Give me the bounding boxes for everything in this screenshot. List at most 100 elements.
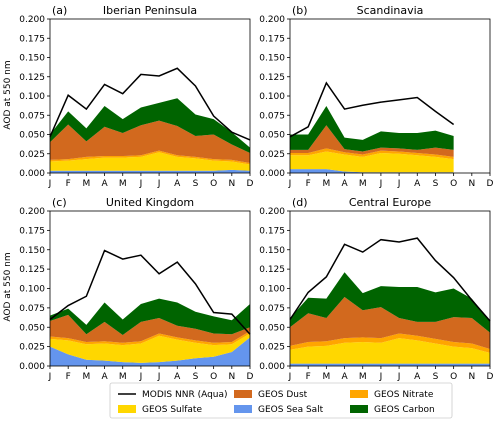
x-tick-label: D (247, 372, 254, 382)
legend-item-geos-dust: GEOS Dust (234, 390, 308, 400)
area-geos-nitrate (290, 333, 490, 353)
panel-letter: (c) (52, 196, 67, 209)
x-tick-label: O (210, 372, 217, 382)
area-geos-carbon (290, 272, 490, 333)
x-tick-label: O (210, 179, 217, 189)
x-tick-label: J (397, 372, 401, 382)
y-tick-label: 0.050 (259, 131, 285, 141)
x-tick-label: J (397, 179, 401, 189)
legend-swatch (118, 405, 136, 413)
x-tick-label: D (487, 372, 494, 382)
panel-title: Scandinavia (357, 4, 424, 17)
modis-line (49, 67, 251, 141)
panel-3: 0.000 0.025 0.050 0.075 0.100 0.125 0.150 0.175… (19, 196, 253, 382)
x-tick-label: N (228, 372, 235, 382)
x-tick-label: A (174, 179, 181, 189)
area-geos-nitrate (290, 148, 454, 160)
legend-item-geos-carbon: GEOS Carbon (350, 405, 435, 415)
x-tick-label: J (379, 372, 383, 382)
legend-label: MODIS NNR (Aqua) (142, 390, 228, 400)
x-tick-label: M (359, 179, 367, 189)
y-tick-label: 0.150 (259, 246, 285, 256)
x-tick-label: J (288, 179, 292, 189)
y-tick-label: 0.100 (259, 285, 285, 295)
legend-item-modis-nnr-aqua: MODIS NNR (Aqua) (118, 390, 228, 400)
y-tick-label: 0.025 (259, 343, 285, 353)
x-tick-label: F (66, 179, 71, 189)
y-tick-label: 0.050 (259, 323, 285, 333)
x-tick-label: M (119, 179, 127, 189)
area-geos-carbon (50, 298, 250, 335)
y-tick-label: 0.150 (19, 246, 45, 256)
legend-item-geos-sea-salt: GEOS Sea Salt (234, 405, 324, 415)
x-tick-label: A (174, 372, 181, 382)
x-tick-label: S (193, 372, 199, 382)
legend-swatch (234, 390, 252, 398)
x-tick-label: S (433, 372, 439, 382)
legend: MODIS NNR (Aqua) GEOS Sulfate GEOS Dust GEO… (109, 382, 453, 419)
x-tick-label: F (66, 372, 71, 382)
x-tick-label: N (468, 372, 475, 382)
y-tick-label: 0.075 (19, 111, 45, 121)
legend-swatch (234, 405, 252, 413)
y-tick-label: 0.000 (19, 362, 45, 372)
area-geos-dust (50, 120, 250, 163)
x-tick-label: S (433, 179, 439, 189)
x-tick-label: J (379, 179, 383, 189)
y-tick-label: 0.200 (259, 207, 285, 217)
legend-swatch (350, 390, 368, 398)
panel-2: 0.000 0.025 0.050 0.075 0.100 0.125 0.150 0.175… (259, 4, 493, 189)
y-tick-label: 0.050 (19, 323, 45, 333)
area-geos-sea-salt (290, 169, 454, 173)
area-geos-sulfate (290, 151, 454, 173)
legend-label: GEOS Sulfate (142, 405, 202, 415)
panel-1: 0.000 0.025 0.050 0.075 0.100 0.125 0.150 0.175… (19, 4, 253, 189)
y-tick-label: 0.025 (19, 150, 45, 160)
x-tick-label: J (48, 179, 52, 189)
panel-title: Central Europe (349, 196, 431, 209)
area-geos-dust (290, 125, 454, 157)
x-tick-label: A (414, 372, 421, 382)
area-geos-sulfate (50, 152, 250, 171)
area-geos-carbon (50, 98, 250, 153)
y-tick-label: 0.000 (19, 169, 45, 179)
y-tick-label: 0.150 (259, 54, 285, 64)
x-tick-label: N (468, 179, 475, 189)
y-tick-label: 0.200 (19, 207, 45, 217)
y-tick-label: 0.125 (19, 265, 45, 275)
y-tick-label: 0.200 (259, 15, 285, 25)
panels-group: 0.000 0.025 0.050 0.075 0.100 0.125 0.150 0.175… (19, 4, 493, 382)
area-geos-sea-salt (50, 337, 250, 366)
legend-label: GEOS Carbon (374, 405, 435, 415)
y-tick-label: 0.000 (259, 169, 285, 179)
x-tick-label: J (157, 179, 161, 189)
panel-letter: (d) (292, 196, 308, 209)
y-axis-label-top: AOD at 550 nm (3, 60, 13, 129)
legend-label: GEOS Nitrate (374, 390, 434, 400)
legend-item-geos-sulfate: GEOS Sulfate (118, 405, 202, 415)
y-tick-label: 0.150 (19, 54, 45, 64)
y-tick-label: 0.200 (19, 15, 45, 25)
x-tick-label: M (82, 372, 90, 382)
x-tick-label: J (48, 372, 52, 382)
x-tick-label: A (341, 179, 348, 189)
x-tick-label: M (359, 372, 367, 382)
y-axis-label-bottom: AOD at 550 nm (3, 252, 13, 321)
y-tick-label: 0.075 (19, 304, 45, 314)
area-geos-dust (50, 314, 250, 343)
y-tick-label: 0.100 (19, 92, 45, 102)
x-tick-label: M (322, 372, 330, 382)
area-geos-nitrate (50, 150, 250, 165)
x-tick-label: J (288, 372, 292, 382)
area-geos-sea-salt (290, 363, 490, 366)
modis-line (289, 237, 491, 322)
y-tick-label: 0.175 (259, 34, 285, 44)
area-geos-carbon (290, 106, 454, 152)
y-tick-label: 0.075 (259, 111, 285, 121)
x-tick-label: F (306, 372, 311, 382)
y-tick-label: 0.050 (19, 131, 45, 141)
legend-swatch (350, 405, 368, 413)
y-tick-label: 0.125 (259, 73, 285, 83)
panel-letter: (b) (292, 4, 308, 17)
area-geos-nitrate (50, 331, 250, 346)
